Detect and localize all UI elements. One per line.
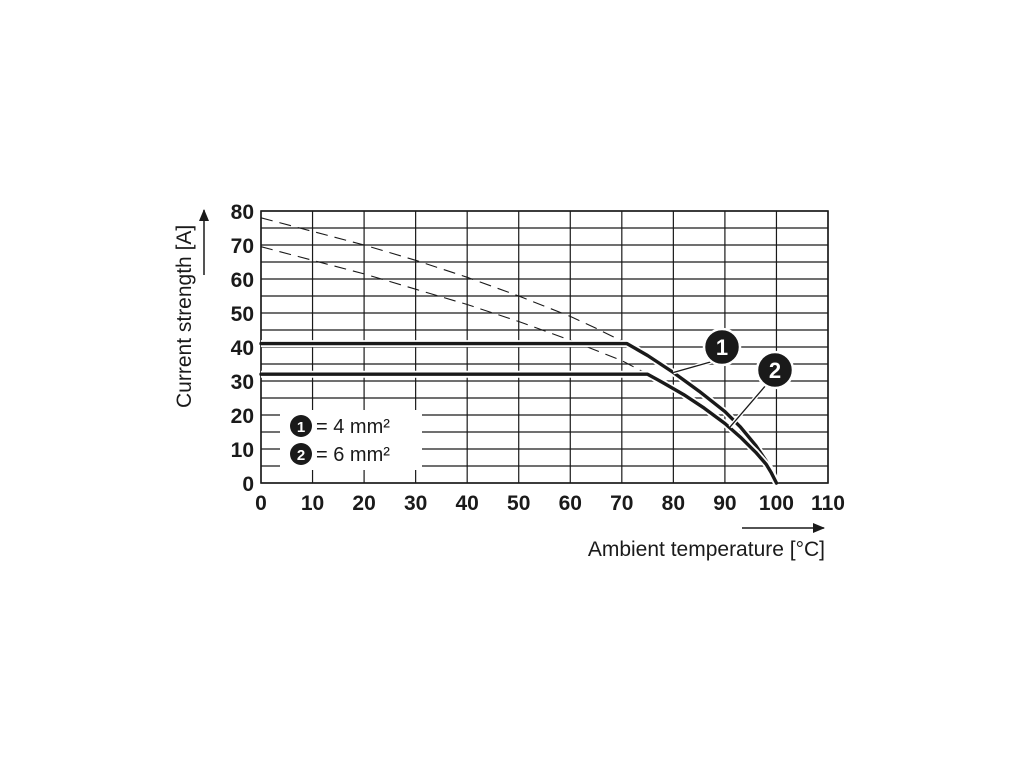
y-tick-label: 10: [231, 439, 254, 462]
x-tick-label: 100: [759, 492, 794, 515]
y-axis-title: Current strength [A]: [173, 225, 196, 408]
legend-marker-number: 2: [297, 447, 305, 464]
dashed-curve-2: [260, 246, 648, 375]
callout-number: 2: [769, 358, 781, 383]
legend: 1 = 4 mm² 2 = 6 mm²: [280, 410, 422, 470]
callout-leader-1: [673, 360, 715, 374]
solid-curves: [259, 340, 780, 485]
x-tick-label: 50: [507, 492, 530, 515]
legend-marker-2: [290, 443, 312, 465]
legend-entry-text: = 6 mm²: [316, 444, 390, 466]
legend-marker-1: [290, 415, 312, 437]
x-tick-label: 110: [811, 492, 845, 515]
axis-titles: Ambient temperature [°C] Current strength…: [173, 209, 825, 561]
x-tick-label: 80: [662, 492, 685, 515]
dashed-curves: [260, 217, 648, 375]
x-tick-label: 90: [713, 492, 736, 515]
legend-marker-number: 1: [297, 419, 305, 436]
callout-badge-1: [702, 327, 742, 367]
x-tick-label: 0: [255, 492, 267, 515]
tick-labels: 0 10 20 30 40 50 60 70 80 0 10 20 30 40 50 60 70 80 90 100 1…: [231, 201, 845, 515]
x-tick-label: 60: [559, 492, 582, 515]
x-tick-label: 30: [404, 492, 427, 515]
y-tick-label: 0: [242, 473, 254, 496]
y-tick-label: 30: [231, 371, 254, 394]
callout-number: 1: [716, 335, 728, 360]
y-tick-label: 80: [231, 201, 254, 224]
y-tick-label: 50: [231, 303, 254, 326]
x-axis-title: Ambient temperature [°C]: [588, 538, 825, 561]
callout-leader-2: [729, 383, 768, 428]
solid-curve-2: [259, 372, 779, 485]
x-tick-label: 10: [301, 492, 324, 515]
legend-entry-text: = 4 mm²: [316, 416, 390, 438]
x-tick-label: 20: [352, 492, 375, 515]
x-tick-label: 40: [456, 492, 479, 515]
x-tick-label: 70: [610, 492, 633, 515]
y-tick-label: 70: [231, 235, 254, 258]
callout-badge-2: [755, 350, 795, 390]
annotations: 12: [672, 327, 795, 429]
y-tick-label: 40: [231, 337, 254, 360]
dashed-curve-1: [260, 217, 628, 345]
y-tick-label: 20: [231, 405, 254, 428]
y-tick-label: 60: [231, 269, 254, 292]
